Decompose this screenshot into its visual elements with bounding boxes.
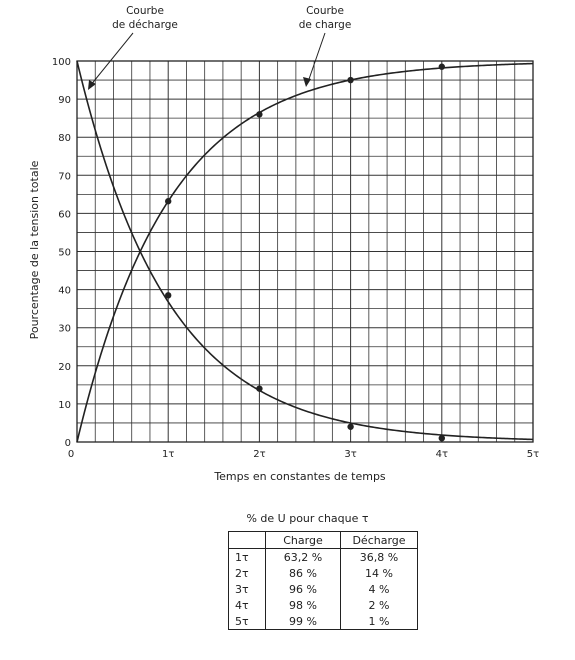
table-header-row: Charge Décharge (228, 531, 418, 549)
table-header-charge: Charge (265, 531, 341, 549)
y-tick-label: 60 (58, 209, 71, 220)
x-tick-label: 3τ (344, 449, 356, 460)
annotation-charge-line2: de charge (299, 19, 352, 31)
chart-ticks: 0 10 20 30 40 50 60 70 80 90 100 0 1τ 2τ 3τ 4τ 5τ (52, 57, 539, 460)
table-cell-charge: 98 % (265, 597, 341, 613)
annotation-decharge-arrow (89, 32, 134, 87)
table-row: 3τ 96 % 4 % (228, 581, 418, 597)
x-tick-label: 0 (68, 449, 74, 460)
point-decharge (347, 423, 354, 430)
annotation-charge-arrowhead (303, 77, 311, 87)
table-row: 4τ 98 % 2 % (228, 597, 418, 613)
table-header-decharge: Décharge (340, 531, 418, 549)
y-tick-label: 20 (58, 362, 71, 373)
chart-curves (76, 60, 534, 443)
y-tick-label: 100 (52, 57, 71, 68)
table-row: 5τ 99 % 1 % (228, 613, 418, 630)
table-row: 1τ 63,2 % 36,8 % (228, 548, 418, 565)
y-tick-label: 80 (58, 133, 71, 144)
annotation-decharge-line2: de décharge (112, 19, 178, 31)
table-cell-tau: 4τ (228, 597, 266, 613)
point-decharge (165, 292, 172, 299)
annotation-charge-arrow (307, 32, 326, 83)
table-cell-tau: 1τ (228, 548, 266, 565)
table-cell-decharge: 4 % (368, 582, 390, 596)
x-tick-label: 4τ (436, 449, 448, 460)
table-cell-decharge: 1 % (368, 614, 390, 628)
table-cell-charge: 99 % (265, 613, 341, 630)
y-tick-label: 90 (58, 95, 71, 106)
point-charge (438, 63, 445, 70)
table-cell-decharge: 14 % (365, 566, 393, 580)
series-line-charge (76, 62, 534, 443)
table-cell-charge: 63,2 % (265, 548, 341, 565)
y-tick-label: 50 (58, 248, 71, 259)
x-tick-label: 2τ (253, 449, 265, 460)
annotation-charge-line1: Courbe (306, 5, 344, 17)
table-cell-charge: 96 % (265, 581, 341, 597)
table-title: % de U pour chaque τ (246, 512, 369, 525)
table-cell-tau: 5τ (228, 613, 266, 630)
y-tick-label: 40 (58, 286, 71, 297)
annotation-charge: Courbe de charge (299, 5, 352, 87)
y-tick-label: 10 (58, 400, 71, 411)
percent-table: Charge Décharge 1τ 63,2 % 36,8 % 2τ 86 %… (228, 531, 418, 630)
table-cell-tau: 2τ (228, 565, 266, 581)
x-axis-label: Temps en constantes de temps (213, 470, 386, 483)
plot-frame (76, 60, 534, 443)
point-decharge (438, 434, 445, 442)
annotation-decharge-arrowhead (88, 80, 96, 90)
rc-chart: 0 10 20 30 40 50 60 70 80 90 100 0 1τ 2τ 3τ 4τ 5τ Pource… (28, 5, 539, 483)
table-row: 2τ 86 % 14 % (228, 565, 418, 581)
chart-markers (165, 63, 445, 442)
y-tick-label: 0 (65, 438, 71, 449)
percent-table-section: % de U pour chaque τ Charge Décharge 1τ … (0, 512, 575, 630)
table-cell-decharge: 36,8 % (359, 550, 399, 564)
y-axis-label: Pourcentage de la tension totale (28, 160, 41, 339)
annotation-decharge: Courbe de décharge (88, 5, 178, 90)
table-header-tau (228, 531, 266, 549)
point-charge (256, 111, 263, 118)
point-charge (165, 198, 172, 205)
x-tick-label: 5τ (527, 449, 539, 460)
table-cell-tau: 3τ (228, 581, 266, 597)
table-cell-charge: 86 % (265, 565, 341, 581)
y-tick-label: 70 (58, 171, 71, 182)
point-decharge (256, 385, 263, 392)
annotation-decharge-line1: Courbe (126, 5, 164, 17)
table-cell-decharge: 2 % (368, 598, 390, 612)
series-line-decharge (76, 60, 534, 441)
chart-grid (76, 60, 534, 443)
y-tick-label: 30 (58, 324, 71, 335)
x-tick-label: 1τ (162, 449, 174, 460)
point-charge (347, 76, 354, 84)
